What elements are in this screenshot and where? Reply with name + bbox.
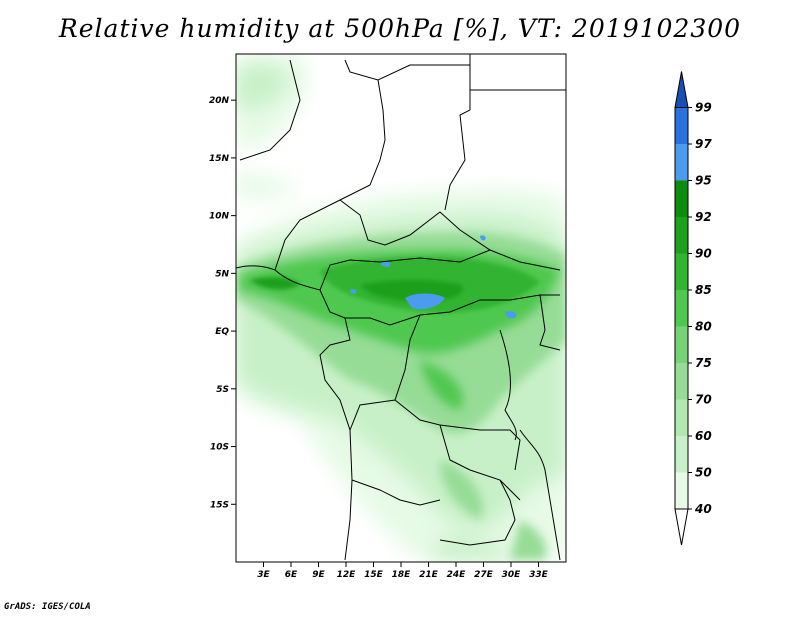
lon-label: 9E [312, 570, 325, 580]
colorbar-label: 97 [695, 137, 712, 151]
lon-label: 27E [474, 570, 494, 580]
lon-label: 15E [364, 570, 384, 580]
lat-label: 10N [209, 212, 230, 222]
colorbar: 40 50 60 70 75 80 85 90 92 95 97 99 [674, 71, 712, 546]
lon-label: 21E [419, 570, 439, 580]
longitude-labels: 3E 6E 9E 12E 15E 18E 21E 24E 27E 30E 33E [257, 562, 549, 580]
lat-label: 15S [210, 500, 229, 510]
colorbar-frame [674, 107, 689, 510]
colorbar-label: 70 [695, 393, 712, 407]
colorbar-bin [675, 180, 688, 217]
latitude-labels: 20N 15N 10N 5N EQ 5S 10S 15S [209, 96, 236, 510]
humidity-field [236, 54, 566, 561]
colorbar-bin [674, 71, 689, 108]
lat-label: 15N [209, 154, 230, 164]
lon-label: 12E [337, 570, 357, 580]
lon-label: 33E [529, 570, 549, 580]
colorbar-label: 50 [695, 466, 712, 480]
lat-label: 10S [210, 443, 229, 453]
colorbar-bin [675, 217, 688, 254]
lat-label: EQ [215, 327, 229, 337]
colorbar-label: 92 [695, 210, 712, 224]
colorbar-label: 40 [694, 502, 712, 516]
colorbar-bin [675, 107, 688, 144]
lon-label: 6E [285, 570, 298, 580]
colorbar-bin [675, 363, 688, 400]
colorbar-bin [675, 290, 688, 327]
lon-label: 24E [447, 570, 467, 580]
lon-label: 3E [257, 570, 270, 580]
lon-label: 30E [502, 570, 522, 580]
colorbar-bin [675, 436, 688, 473]
lat-label: 20N [209, 96, 230, 106]
colorbar-label: 75 [695, 356, 712, 370]
colorbar-label: 99 [695, 101, 712, 115]
colorbar-label: 85 [695, 283, 712, 297]
colorbar-bin [675, 326, 688, 363]
lon-label: 18E [392, 570, 412, 580]
colorbar-bin [674, 508, 689, 546]
colorbar-bin [675, 399, 688, 436]
colorbar-label: 95 [695, 174, 712, 188]
footer-credit: GrADS: IGES/COLA [4, 602, 91, 612]
lat-label: 5N [215, 269, 229, 279]
colorbar-label: 90 [695, 247, 712, 261]
lat-label: 5S [216, 385, 229, 395]
colorbar-bin [675, 253, 688, 290]
colorbar-label: 80 [695, 320, 712, 334]
country-boundaries [236, 54, 566, 561]
colorbar-label: 60 [695, 429, 712, 443]
colorbar-bin [675, 144, 688, 181]
colorbar-bin [675, 472, 688, 509]
map-title: Relative humidity at 500hPa [%], VT: 201… [58, 14, 742, 43]
